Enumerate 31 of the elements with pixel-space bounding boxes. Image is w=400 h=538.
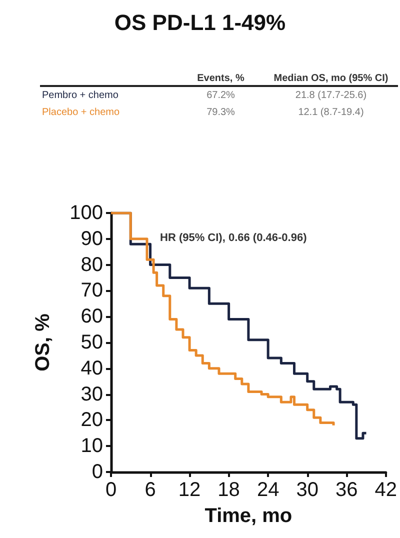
x-axis-title: Time, mo bbox=[204, 505, 292, 527]
y-axis-title: OS, % bbox=[32, 313, 54, 372]
x-tick-label: 42 bbox=[374, 479, 397, 501]
text: Median OS, mo (95% CI) bbox=[264, 72, 398, 86]
chart-title: OS PD-L1 1-49% bbox=[113, 10, 287, 36]
y-tick-label: 60 bbox=[80, 306, 103, 328]
text: 79.3% bbox=[206, 106, 236, 120]
text: Placebo + chemo bbox=[41, 106, 121, 120]
x-tick-label: 24 bbox=[256, 479, 280, 501]
text: 12.1 (8.7-19.4) bbox=[297, 106, 365, 120]
y-tick-label: 10 bbox=[80, 435, 103, 458]
x-tick-label: 36 bbox=[335, 479, 358, 501]
y-tick-label: 0 bbox=[92, 461, 103, 483]
y-tick-label: 20 bbox=[80, 409, 103, 432]
x-tick-label: 6 bbox=[144, 479, 156, 501]
annotation: HR (95% CI), 0.66 (0.46-0.96) bbox=[160, 232, 307, 244]
text: 21.8 (17.7-25.6) bbox=[294, 89, 368, 103]
y-tick-label: 70 bbox=[80, 280, 103, 302]
text: Events, % bbox=[178, 72, 264, 86]
y-tick-label: 50 bbox=[80, 332, 103, 354]
text: Pembro + chemo bbox=[41, 89, 120, 103]
y-tick-label: 80 bbox=[80, 254, 103, 276]
x-tick-label: 0 bbox=[105, 479, 117, 501]
y-tick-label: 90 bbox=[80, 228, 103, 250]
x-tick-label: 18 bbox=[218, 479, 240, 501]
y-tick-label: 100 bbox=[70, 202, 103, 224]
x-tick-label: 12 bbox=[178, 479, 201, 501]
text: 67.2% bbox=[206, 89, 236, 103]
y-tick-label: 40 bbox=[80, 357, 103, 380]
x-tick-label: 30 bbox=[296, 479, 318, 501]
y-tick-label: 30 bbox=[80, 383, 103, 406]
